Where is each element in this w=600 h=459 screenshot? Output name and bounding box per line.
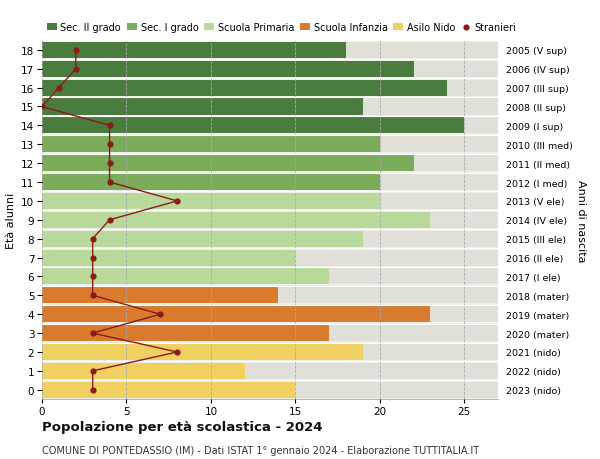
Bar [42,137,380,153]
Bar [42,62,413,78]
Bar [42,174,380,190]
Bar [42,363,245,379]
Bar [42,344,363,360]
Bar [42,269,498,285]
Bar [42,62,498,78]
Bar [42,156,413,172]
Bar [42,382,295,398]
Bar [42,288,278,304]
Y-axis label: Età alunni: Età alunni [5,192,16,248]
Bar [42,118,464,134]
Bar [42,80,498,96]
Bar [42,250,295,266]
Text: COMUNE DI PONTEDASSIO (IM) - Dati ISTAT 1° gennaio 2024 - Elaborazione TUTTITALI: COMUNE DI PONTEDASSIO (IM) - Dati ISTAT … [42,445,479,455]
Bar [42,194,498,209]
Bar [42,118,498,134]
Bar [42,325,498,341]
Bar [42,43,346,59]
Bar [42,325,329,341]
Bar [42,194,380,209]
Bar [42,80,448,96]
Bar [42,99,498,115]
Bar [42,137,498,153]
Bar [42,269,329,285]
Bar [42,213,498,228]
Bar [42,231,363,247]
Bar [42,43,498,59]
Bar [42,288,498,304]
Bar [42,174,498,190]
Bar [42,307,498,323]
Bar [42,382,498,398]
Bar [42,99,363,115]
Bar [42,231,498,247]
Bar [42,307,430,323]
Text: Popolazione per età scolastica - 2024: Popolazione per età scolastica - 2024 [42,420,323,433]
Bar [42,156,498,172]
Bar [42,213,430,228]
Y-axis label: Anni di nascita: Anni di nascita [577,179,586,262]
Bar [42,250,498,266]
Bar [42,344,498,360]
Bar [42,363,498,379]
Legend: Sec. II grado, Sec. I grado, Scuola Primaria, Scuola Infanzia, Asilo Nido, Stran: Sec. II grado, Sec. I grado, Scuola Prim… [47,23,517,33]
